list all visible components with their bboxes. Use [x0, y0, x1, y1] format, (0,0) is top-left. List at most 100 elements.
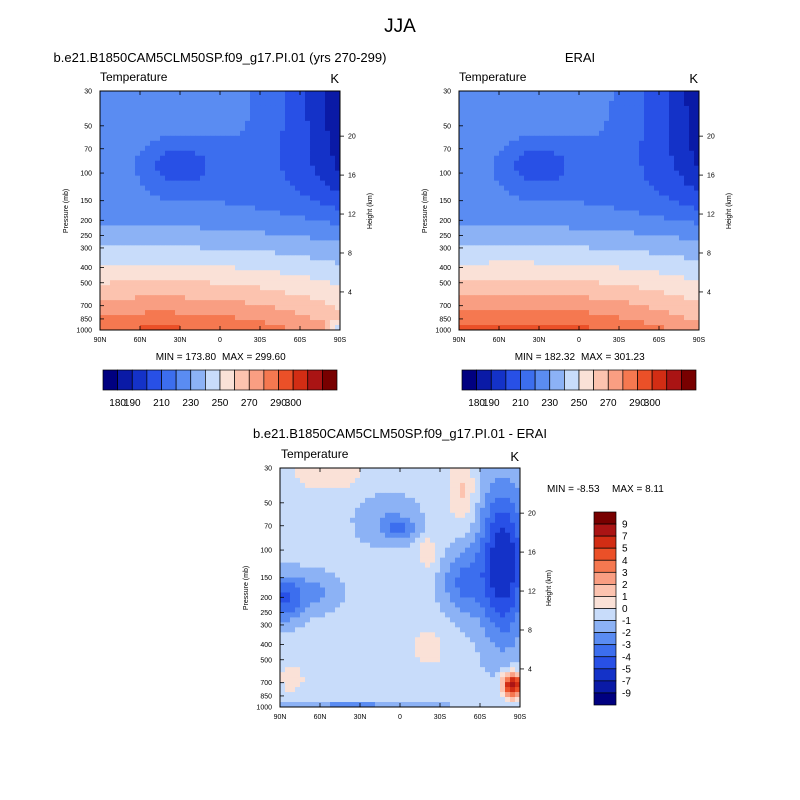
field-cell: [200, 160, 206, 167]
field-cell: [330, 210, 336, 216]
field-cell: [539, 175, 545, 182]
field-cell: [195, 150, 201, 157]
field-cell: [115, 265, 121, 271]
field-cell: [215, 95, 221, 102]
field-cell: [315, 180, 321, 187]
field-cell: [509, 175, 515, 182]
field-cell: [494, 190, 500, 196]
field-cell: [574, 230, 580, 236]
field-cell: [624, 285, 630, 291]
field-cell: [205, 220, 211, 226]
field-cell: [260, 125, 266, 132]
field-cell: [110, 285, 116, 291]
field-cell: [240, 135, 246, 142]
field-cell: [474, 325, 480, 331]
field-cell: [150, 110, 156, 117]
field-cell: [275, 120, 281, 127]
field-cell: [644, 230, 650, 236]
field-cell: [265, 185, 271, 191]
field-cell: [599, 95, 605, 102]
field-cell: [125, 175, 131, 182]
field-cell: [115, 220, 121, 226]
field-cell: [235, 265, 241, 271]
field-cell: [305, 215, 311, 221]
field-cell: [220, 270, 226, 276]
field-cell: [160, 245, 166, 251]
field-cell: [265, 230, 271, 236]
field-cell: [554, 285, 560, 291]
field-cell: [539, 120, 545, 127]
field-cell: [250, 190, 256, 196]
field-cell: [220, 235, 226, 241]
field-cell: [155, 100, 161, 107]
field-cell: [529, 135, 535, 142]
field-cell: [300, 225, 306, 231]
field-cell: [320, 275, 326, 281]
field-cell: [524, 245, 530, 251]
field-cell: [569, 100, 575, 107]
field-cell: [185, 205, 191, 211]
field-cell: [165, 155, 171, 162]
field-cell: [639, 145, 645, 152]
field-cell: [215, 240, 221, 246]
field-cell: [125, 195, 131, 201]
field-cell: [524, 195, 530, 201]
field-cell: [310, 325, 316, 331]
field-cell: [515, 468, 521, 474]
field-cell: [195, 170, 201, 177]
field-cell: [255, 91, 261, 97]
field-cell: [300, 145, 306, 152]
field-cell: [175, 255, 181, 261]
field-cell: [564, 145, 570, 152]
field-cell: [649, 105, 655, 112]
field-cell: [175, 185, 181, 191]
field-cell: [315, 195, 321, 201]
field-cell: [260, 280, 266, 286]
field-cell: [170, 275, 176, 281]
field-cell: [305, 295, 311, 301]
field-cell: [210, 325, 216, 331]
field-cell: [310, 225, 316, 231]
field-cell: [679, 165, 685, 172]
field-cell: [285, 150, 291, 157]
field-cell: [285, 235, 291, 241]
field-cell: [614, 130, 620, 137]
field-cell: [644, 300, 650, 306]
field-cell: [150, 320, 156, 326]
field-cell: [140, 235, 146, 241]
field-cell: [195, 290, 201, 296]
field-cell: [140, 175, 146, 182]
field-cell: [659, 295, 665, 301]
field-cell: [150, 115, 156, 122]
field-cell: [679, 230, 685, 236]
field-cell: [459, 230, 465, 236]
field-cell: [505, 468, 511, 474]
field-cell: [484, 115, 490, 122]
field-cell: [175, 115, 181, 122]
field-cell: [584, 185, 590, 191]
field-cell: [140, 295, 146, 301]
field-cell: [624, 165, 630, 172]
field-cell: [649, 275, 655, 281]
field-cell: [335, 472, 341, 479]
field-cell: [300, 310, 306, 316]
field-cell: [165, 215, 171, 221]
field-cell: [275, 95, 281, 102]
field-cell: [185, 290, 191, 296]
field-cell: [484, 110, 490, 117]
field-cell: [569, 290, 575, 296]
field-cell: [185, 220, 191, 226]
field-cell: [489, 265, 495, 271]
field-cell: [290, 285, 296, 291]
field-cell: [484, 155, 490, 162]
field-cell: [185, 160, 191, 167]
field-cell: [195, 135, 201, 142]
field-cell: [599, 230, 605, 236]
field-cell: [614, 195, 620, 201]
field-cell: [489, 305, 495, 311]
field-cell: [524, 270, 530, 276]
field-cell: [425, 468, 431, 474]
field-cell: [484, 130, 490, 137]
field-cell: [220, 140, 226, 147]
field-cell: [549, 115, 555, 122]
